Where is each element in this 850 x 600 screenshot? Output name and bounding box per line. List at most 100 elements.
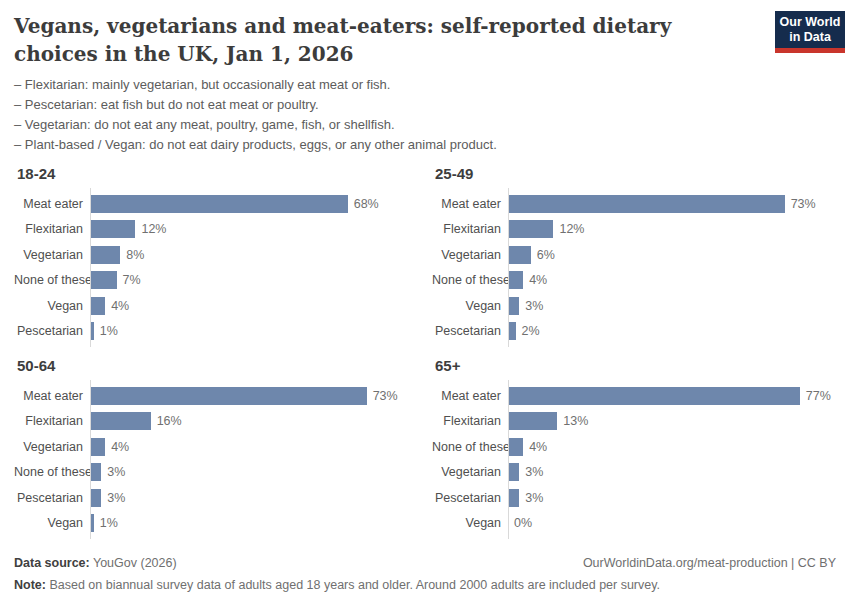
bar[interactable] [508, 297, 519, 315]
data-source: Data source: YouGov (2026) [14, 552, 177, 574]
definition-vegan: – Plant-based / Vegan: do not eat dairy … [14, 135, 836, 155]
category-label: None of these [432, 440, 508, 454]
y-axis-line [90, 188, 91, 347]
bar[interactable] [508, 387, 800, 405]
bar[interactable] [90, 220, 135, 238]
bar-row: Meat eater73% [14, 383, 418, 409]
bar[interactable] [90, 246, 120, 264]
bar-row: Vegan1% [14, 511, 418, 537]
category-label: Flexitarian [432, 222, 508, 236]
value-label: 7% [123, 273, 141, 287]
definition-flexitarian: – Flexitarian: mainly vegetarian, but oc… [14, 75, 836, 95]
category-label: Meat eater [432, 389, 508, 403]
panel-title: 65+ [432, 357, 836, 374]
category-label: Vegetarian [14, 248, 90, 262]
bar-track: 73% [90, 387, 418, 405]
bar-track: 77% [508, 387, 836, 405]
value-label: 3% [525, 491, 543, 505]
panel-title: 25-49 [432, 165, 836, 182]
category-label: Pescetarian [14, 491, 90, 505]
owid-logo-line1: Our World [775, 15, 845, 30]
bar-track: 2% [508, 322, 836, 340]
value-label: 3% [525, 465, 543, 479]
footer-note: Note: Based on biannual survey data of a… [14, 574, 836, 596]
bar-row: Vegetarian 6% [432, 242, 836, 268]
owid-citation-link[interactable]: OurWorldinData.org/meat-production | CC … [583, 552, 836, 574]
bar-row: Flexitarian13% [432, 409, 836, 435]
category-label: Vegetarian [14, 440, 90, 454]
bar-row: Pescetarian3% [432, 485, 836, 511]
bar[interactable] [508, 438, 523, 456]
bar[interactable] [90, 489, 101, 507]
bar[interactable] [90, 412, 151, 430]
owid-logo-line2: in Data [775, 30, 845, 45]
value-label: 6% [537, 248, 555, 262]
chart-panel-65+: 65+Meat eater77%Flexitarian13%None of th… [432, 357, 836, 539]
owid-logo[interactable]: Our World in Data [775, 11, 845, 53]
bar-row: None of these7% [14, 268, 418, 294]
bar-track: 3% [90, 489, 418, 507]
bar-track: 4% [90, 438, 418, 456]
category-label: None of these [14, 465, 90, 479]
bar-track: 16% [90, 412, 418, 430]
page-title: Vegans, vegetarians and meat-eaters: sel… [14, 12, 759, 68]
bar[interactable] [508, 463, 519, 481]
bar-track: 3% [508, 297, 836, 315]
bar[interactable] [508, 322, 516, 340]
category-label: Flexitarian [14, 414, 90, 428]
panel-rows: Meat eater73%Flexitarian16%Vegetarian4%N… [14, 380, 418, 539]
bar-row: Meat eater77% [432, 383, 836, 409]
data-source-value: YouGov (2026) [90, 556, 177, 570]
value-label: 3% [107, 465, 125, 479]
bar-row: Vegetarian 8% [14, 242, 418, 268]
panel-title: 50-64 [14, 357, 418, 374]
bar-track: 13% [508, 412, 836, 430]
category-label: Vegetarian [432, 248, 508, 262]
bar[interactable] [508, 220, 553, 238]
panel-rows: Meat eater68%Flexitarian12%Vegetarian8%N… [14, 188, 418, 347]
panel-title: 18-24 [14, 165, 418, 182]
bar[interactable] [508, 412, 557, 430]
bar-row: Vegan3% [432, 293, 836, 319]
chart-panel-50-64: 50-64Meat eater73%Flexitarian16%Vegetari… [14, 357, 418, 539]
category-label: Flexitarian [14, 222, 90, 236]
bar-row: Vegan4% [14, 293, 418, 319]
bar[interactable] [90, 463, 101, 481]
definition-pescetarian: – Pescetarian: eat fish but do not eat m… [14, 95, 836, 115]
value-label: 4% [529, 440, 547, 454]
bar[interactable] [508, 246, 531, 264]
bar[interactable] [508, 489, 519, 507]
category-label: Meat eater [432, 197, 508, 211]
chart-page: Vegans, vegetarians and meat-eaters: sel… [0, 0, 850, 596]
bar-row: Pescetarian1% [14, 319, 418, 345]
bar-track: 0% [508, 514, 836, 532]
bar-row: Vegetarian3% [432, 460, 836, 486]
definition-vegetarian: – Vegetarian: do not eat any meat, poult… [14, 115, 836, 135]
value-label: 4% [111, 299, 129, 313]
category-label: Pescetarian [432, 324, 508, 338]
value-label: 3% [107, 491, 125, 505]
bar-row: Pescetarian 3% [14, 485, 418, 511]
bar-track: 4% [508, 271, 836, 289]
bar-row: Vegetarian4% [14, 434, 418, 460]
category-label: Vegan [432, 516, 508, 530]
bar[interactable] [90, 297, 105, 315]
bar-track: 6% [508, 246, 836, 264]
category-label: None of these [432, 273, 508, 287]
panels-grid: 18-24Meat eater68%Flexitarian12%Vegetari… [14, 165, 836, 539]
note-label: Note: [14, 578, 46, 592]
bar[interactable] [508, 195, 785, 213]
bar[interactable] [90, 271, 117, 289]
bar[interactable] [508, 271, 523, 289]
y-axis-line [90, 380, 91, 539]
bar[interactable] [90, 195, 348, 213]
bar-track: 4% [508, 438, 836, 456]
value-label: 8% [126, 248, 144, 262]
bar-row: Flexitarian16% [14, 409, 418, 435]
category-label: Vegan [14, 516, 90, 530]
bar[interactable] [90, 387, 367, 405]
value-label: 4% [529, 273, 547, 287]
bar[interactable] [90, 438, 105, 456]
bar-track: 73% [508, 195, 836, 213]
note-value: Based on biannual survey data of adults … [46, 578, 660, 592]
